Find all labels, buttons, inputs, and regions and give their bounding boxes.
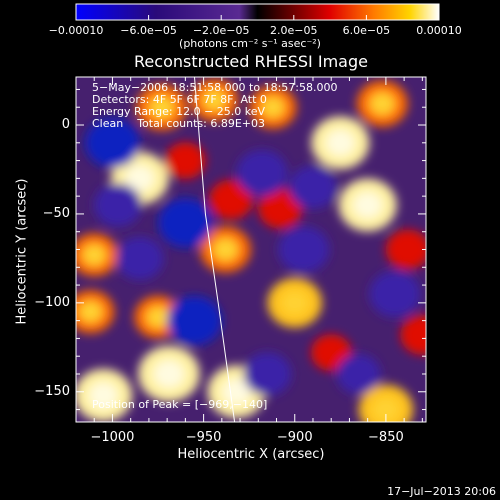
heatmap-blob-core	[148, 95, 175, 119]
y-tick-label: −100	[34, 294, 70, 310]
heatmap-blob	[278, 226, 330, 273]
heatmap-blob	[208, 179, 253, 220]
heatmap-blob-core	[353, 191, 383, 219]
colorbar-tick-label: −6.0e−05	[120, 24, 177, 37]
x-tick-label: −850	[368, 430, 404, 445]
x-tick-label: −900	[276, 430, 313, 445]
heatmap-blob	[400, 314, 426, 355]
heatmap-blob-core	[78, 300, 103, 323]
x-axis-label: Heliocentric X (arcsec)	[177, 447, 325, 462]
heatmap-blob	[236, 149, 288, 197]
annotation-line: Clean Total counts: 6.89E+03	[92, 117, 266, 130]
heatmap-blob-core	[325, 129, 355, 156]
heatmap-blob-core	[125, 165, 155, 192]
annotation-block: 5−May−2006 18:51:58.000 to 18:57:58.000 D…	[92, 82, 338, 130]
heatmap-blob	[258, 188, 303, 229]
y-tick-label: −50	[42, 205, 70, 221]
heatmap-blob-core	[202, 89, 227, 111]
heatmap-blob	[94, 183, 142, 227]
heatmap-blob-core	[260, 96, 285, 119]
annotation-line: 5−May−2006 18:51:58.000 to 18:57:58.000	[92, 81, 338, 94]
timestamp: 17−Jul−2013 20:06	[387, 485, 496, 498]
colorbar-tick-label: −2.0e−05	[192, 24, 250, 37]
axis-ticks	[76, 77, 426, 422]
solar-limb-line	[194, 77, 236, 422]
heatmap-blob	[243, 352, 292, 396]
colorbar-tick-label: 2.0e−05	[270, 24, 318, 37]
heatmap-blob	[116, 236, 164, 280]
heatmap-blob	[167, 295, 222, 346]
heatmap-blob	[85, 117, 140, 168]
heatmap-blobs	[76, 78, 426, 422]
peak-position-label: Position of Peak = [−969,−140]	[92, 398, 268, 411]
heatmap-blob	[165, 142, 206, 179]
heatmap-blob-core	[146, 306, 170, 328]
heatmap-blob	[289, 165, 337, 209]
heatmap-blob	[336, 353, 381, 394]
heatmap-blob-core	[372, 397, 400, 422]
heatmap-blob-core	[369, 92, 396, 116]
y-axis-label: Heliocentric Y (arcsec)	[14, 178, 30, 325]
colorbar-units: (photons cm⁻² s⁻¹ asec⁻²)	[179, 37, 321, 50]
heatmap-blob-core	[153, 359, 185, 388]
heatmap-blob-core	[212, 237, 239, 262]
colorbar-ticks	[75, 15, 440, 20]
heatmap-blob	[158, 198, 213, 248]
heatmap-blob-core	[281, 290, 309, 316]
annotation-line: Energy Range: 12.0 − 25.0 keV	[92, 105, 266, 118]
y-tick-label: 0	[61, 117, 70, 132]
annotation-line: Detectors: 4F 5F 6F 7F 8F, Att 0	[92, 93, 267, 106]
colorbar-tick-label: 0.00010	[416, 24, 462, 37]
heatmap-blob-core	[82, 244, 107, 266]
x-tick-label: −950	[185, 430, 222, 445]
heatmap-blob	[369, 270, 421, 318]
y-tick-label: −150	[34, 383, 70, 399]
colorbar	[75, 3, 440, 21]
heatmap-blob	[385, 229, 426, 270]
chart-title: Reconstructed RHESSI Image	[134, 52, 368, 71]
heatmap-blob-core	[88, 382, 118, 409]
colorbar-tick-label: 6.0e−05	[342, 24, 391, 37]
colorbar-tick-label: −0.00010	[48, 24, 104, 37]
x-tick-label: −1000	[90, 430, 135, 445]
